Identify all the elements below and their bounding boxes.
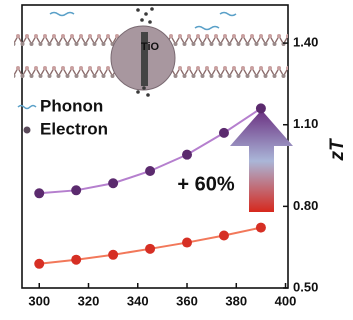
electron-icon <box>24 127 31 134</box>
x-tick-label: 360 <box>176 293 198 308</box>
data-point <box>71 255 81 265</box>
x-tick-label: 340 <box>127 293 149 308</box>
legend-label: Electron <box>40 119 108 138</box>
increase-annotation: + 60% <box>177 173 234 195</box>
data-point <box>256 223 266 233</box>
data-point <box>108 250 118 260</box>
y-tick-label: 1.10 <box>293 116 318 131</box>
data-point <box>219 230 229 240</box>
data-point <box>256 103 266 113</box>
y-tick-label: 0.50 <box>293 279 318 294</box>
inclusion-label: TiO <box>141 41 160 53</box>
y-tick-label: 1.40 <box>293 35 318 50</box>
y-axis-label: zT <box>327 138 348 162</box>
y-tick-label: 0.80 <box>293 198 318 213</box>
data-point <box>71 185 81 195</box>
data-point <box>182 238 192 248</box>
data-point <box>145 166 155 176</box>
data-point <box>182 150 192 160</box>
x-tick-label: 380 <box>225 293 247 308</box>
chart: TiO Phonon Electron + 60% zT 300 320 340 36… <box>0 0 353 315</box>
x-tick-label: 300 <box>28 293 50 308</box>
data-point <box>219 128 229 138</box>
data-point <box>108 178 118 188</box>
x-tick-label: 320 <box>78 293 100 308</box>
data-point <box>34 259 44 269</box>
data-point <box>145 244 155 254</box>
data-point <box>34 188 44 198</box>
legend-label: Phonon <box>40 96 103 115</box>
x-tick-label: 400 <box>275 293 297 308</box>
page: TiO Phonon Electron + 60% zT 300 320 340 36… <box>0 0 353 320</box>
